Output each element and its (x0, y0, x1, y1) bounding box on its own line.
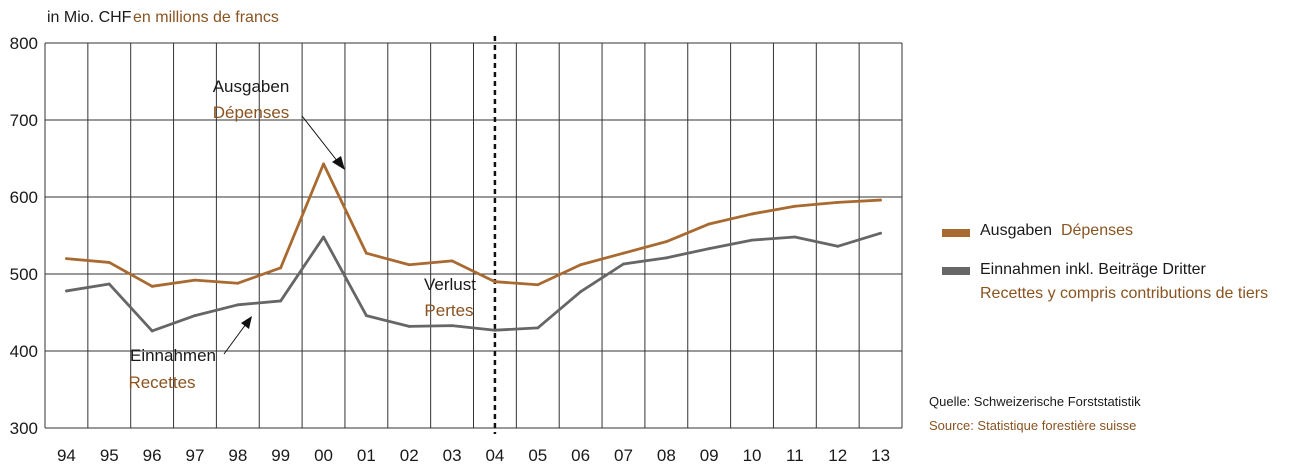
expenses-point (622, 251, 625, 255)
annotation-expenses-de: Ausgaben (213, 77, 290, 96)
revenues-point (279, 299, 283, 303)
x-tick-label: 02 (400, 446, 419, 465)
x-tick-label: 96 (143, 446, 162, 465)
revenues-point (364, 314, 368, 317)
legend-revenues-de: Einnahmen inkl. Beiträge Dritter (980, 261, 1206, 278)
x-tick-label: 05 (528, 446, 547, 465)
x-tick-label: 11 (786, 446, 804, 465)
source-fr: Source: Statistique forestière suisse (929, 418, 1137, 433)
x-tick-label: 06 (571, 446, 590, 465)
legend-expenses-de: Ausgaben (980, 222, 1053, 239)
expenses-point (793, 204, 797, 208)
x-tick-label: 13 (871, 446, 890, 465)
annotation-revenues-de: Einnahmen (130, 346, 216, 365)
legend-swatch-revenues (942, 267, 970, 275)
revenues-point (407, 324, 411, 328)
chart-series (65, 162, 882, 333)
expenses-point (150, 284, 154, 288)
expenses-point (707, 222, 711, 226)
annotation-revenues-arrowhead (241, 316, 252, 329)
revenues-line (66, 231, 881, 333)
revenues-point (836, 244, 840, 248)
y-tick-label: 800 (10, 34, 38, 53)
y-axis: 300 400 500 600 700 800 (10, 34, 38, 438)
annotation-revenues-fr: Recettes (128, 373, 195, 392)
expenses-point (664, 240, 668, 244)
revenues-point (450, 324, 454, 327)
y-tick-label: 500 (10, 265, 38, 284)
expenses-point (65, 257, 68, 260)
revenues-point (65, 289, 68, 293)
expenses-point (279, 266, 283, 270)
annotation-expenses-fr: Dépenses (213, 103, 290, 122)
x-tick-label: 03 (443, 446, 462, 465)
x-tick-label: 97 (186, 446, 205, 465)
y-tick-label: 600 (10, 188, 38, 207)
annotation-expenses-arrow (301, 115, 339, 163)
x-tick-label: 95 (100, 446, 119, 465)
x-tick-label: 07 (614, 446, 633, 465)
expenses-point (364, 251, 368, 255)
annotation-loss-de: Verlust (424, 275, 476, 294)
expenses-point (750, 212, 754, 216)
revenues-point (793, 235, 797, 239)
x-tick-label: 10 (743, 446, 762, 465)
revenues-point (322, 235, 325, 239)
unit-label-de: in Mio. CHF (47, 9, 132, 26)
expenses-point (536, 283, 540, 287)
y-tick-label: 400 (10, 342, 38, 361)
revenues-point (107, 282, 111, 286)
x-axis: 94 95 96 97 98 99 00 01 02 03 04 05 06 07 08 09 10 11 12 13 (57, 446, 890, 465)
expenses-point (193, 278, 197, 282)
expenses-point (407, 263, 411, 267)
line-chart: in Mio. CHF en millions de francs 300 400… (10, 9, 903, 465)
legend-label-revenues: Einnahmen inkl. Beiträge Dritter Recette… (980, 258, 1268, 306)
expenses-point (493, 280, 497, 284)
unit-label-fr: en millions de francs (133, 9, 279, 26)
y-tick-label: 300 (10, 419, 38, 438)
expenses-point (579, 263, 583, 267)
x-tick-label: 00 (314, 446, 333, 465)
expenses-point (879, 198, 882, 202)
annotation-expenses-arrowhead (332, 156, 345, 170)
revenues-point (193, 314, 197, 317)
revenues-point (150, 329, 154, 333)
expenses-point (236, 281, 240, 285)
x-tick-label: 12 (828, 446, 847, 465)
revenues-point (750, 238, 754, 242)
revenues-point (579, 290, 583, 294)
revenues-point (236, 303, 240, 307)
legend-label-expenses: Ausgaben Dépenses (980, 222, 1133, 240)
x-tick-label: 04 (485, 446, 504, 465)
expenses-point (836, 200, 840, 204)
legend-expenses-fr: Dépenses (1060, 222, 1133, 239)
y-tick-label: 700 (10, 111, 38, 130)
x-tick-label: 08 (657, 446, 676, 465)
expenses-point (107, 261, 111, 264)
x-tick-label: 01 (357, 446, 376, 465)
legend-revenues-fr: Recettes y compris contributions de tier… (980, 285, 1269, 302)
annotation-loss-fr: Pertes (424, 301, 473, 320)
revenues-point (879, 231, 882, 235)
revenues-point (536, 326, 540, 330)
x-tick-label: 09 (700, 446, 719, 465)
revenues-point (664, 256, 668, 260)
expenses-line (66, 162, 881, 288)
x-tick-label: 98 (228, 446, 247, 465)
expenses-point (450, 259, 454, 263)
chart-annotations: Ausgaben Dépenses Einnahmen Recettes Verlust… (128, 77, 476, 392)
revenues-point (622, 262, 625, 266)
annotation-revenues-arrow (223, 323, 247, 355)
revenues-point (707, 247, 711, 250)
chart-grid (44, 36, 903, 434)
x-tick-label: 94 (57, 446, 76, 465)
legend-swatch-expenses (942, 229, 970, 237)
expenses-point (322, 162, 325, 166)
x-tick-label: 99 (271, 446, 290, 465)
source-de: Quelle: Schweizerische Forststatistik (929, 394, 1141, 409)
revenues-point (493, 328, 497, 332)
